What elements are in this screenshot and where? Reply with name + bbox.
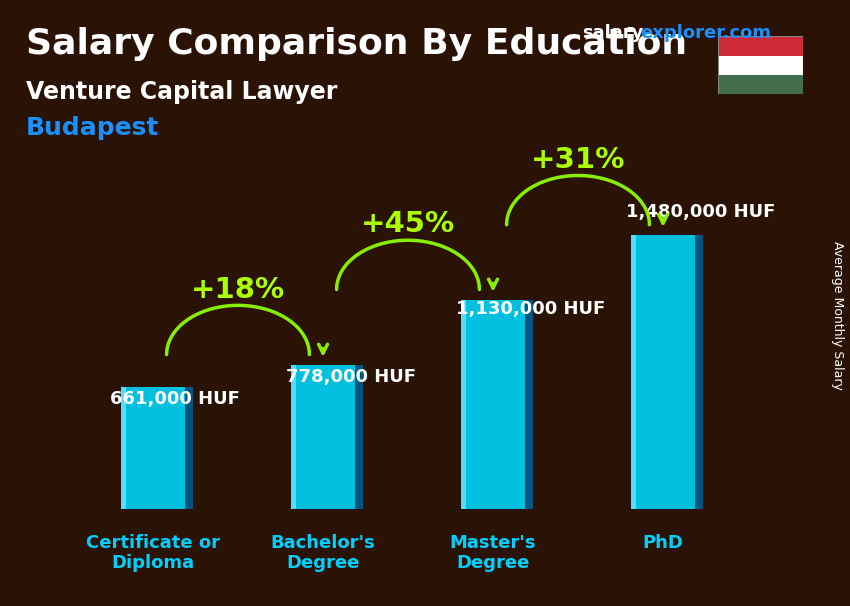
Polygon shape [461, 300, 466, 509]
Bar [718, 36, 803, 56]
Bar [718, 56, 803, 75]
Bar [631, 235, 695, 509]
Text: Average Monthly Salary: Average Monthly Salary [830, 241, 844, 390]
Text: Bachelor's
Degree: Bachelor's Degree [270, 534, 376, 573]
Text: 661,000 HUF: 661,000 HUF [110, 390, 241, 408]
Text: 778,000 HUF: 778,000 HUF [286, 368, 416, 386]
Text: Salary Comparison By Education: Salary Comparison By Education [26, 27, 687, 61]
Text: explorer.com: explorer.com [640, 24, 771, 42]
Text: Venture Capital Lawyer: Venture Capital Lawyer [26, 80, 337, 104]
Polygon shape [121, 387, 126, 509]
Bar [121, 387, 185, 509]
Text: PhD: PhD [643, 534, 683, 551]
Bar [461, 300, 525, 509]
Polygon shape [525, 300, 533, 509]
Bar [291, 365, 355, 509]
Text: Master's
Degree: Master's Degree [450, 534, 536, 573]
Polygon shape [631, 235, 636, 509]
Text: salary: salary [582, 24, 643, 42]
Text: 1,480,000 HUF: 1,480,000 HUF [626, 203, 775, 221]
Text: +18%: +18% [191, 276, 285, 304]
Polygon shape [355, 365, 363, 509]
Text: Certificate or
Diploma: Certificate or Diploma [86, 534, 220, 573]
Polygon shape [185, 387, 193, 509]
Bar [718, 75, 803, 94]
Polygon shape [695, 235, 703, 509]
Polygon shape [291, 365, 296, 509]
Text: +45%: +45% [361, 210, 455, 239]
Text: 1,130,000 HUF: 1,130,000 HUF [456, 299, 605, 318]
Text: +31%: +31% [530, 146, 626, 174]
Text: Budapest: Budapest [26, 116, 159, 141]
